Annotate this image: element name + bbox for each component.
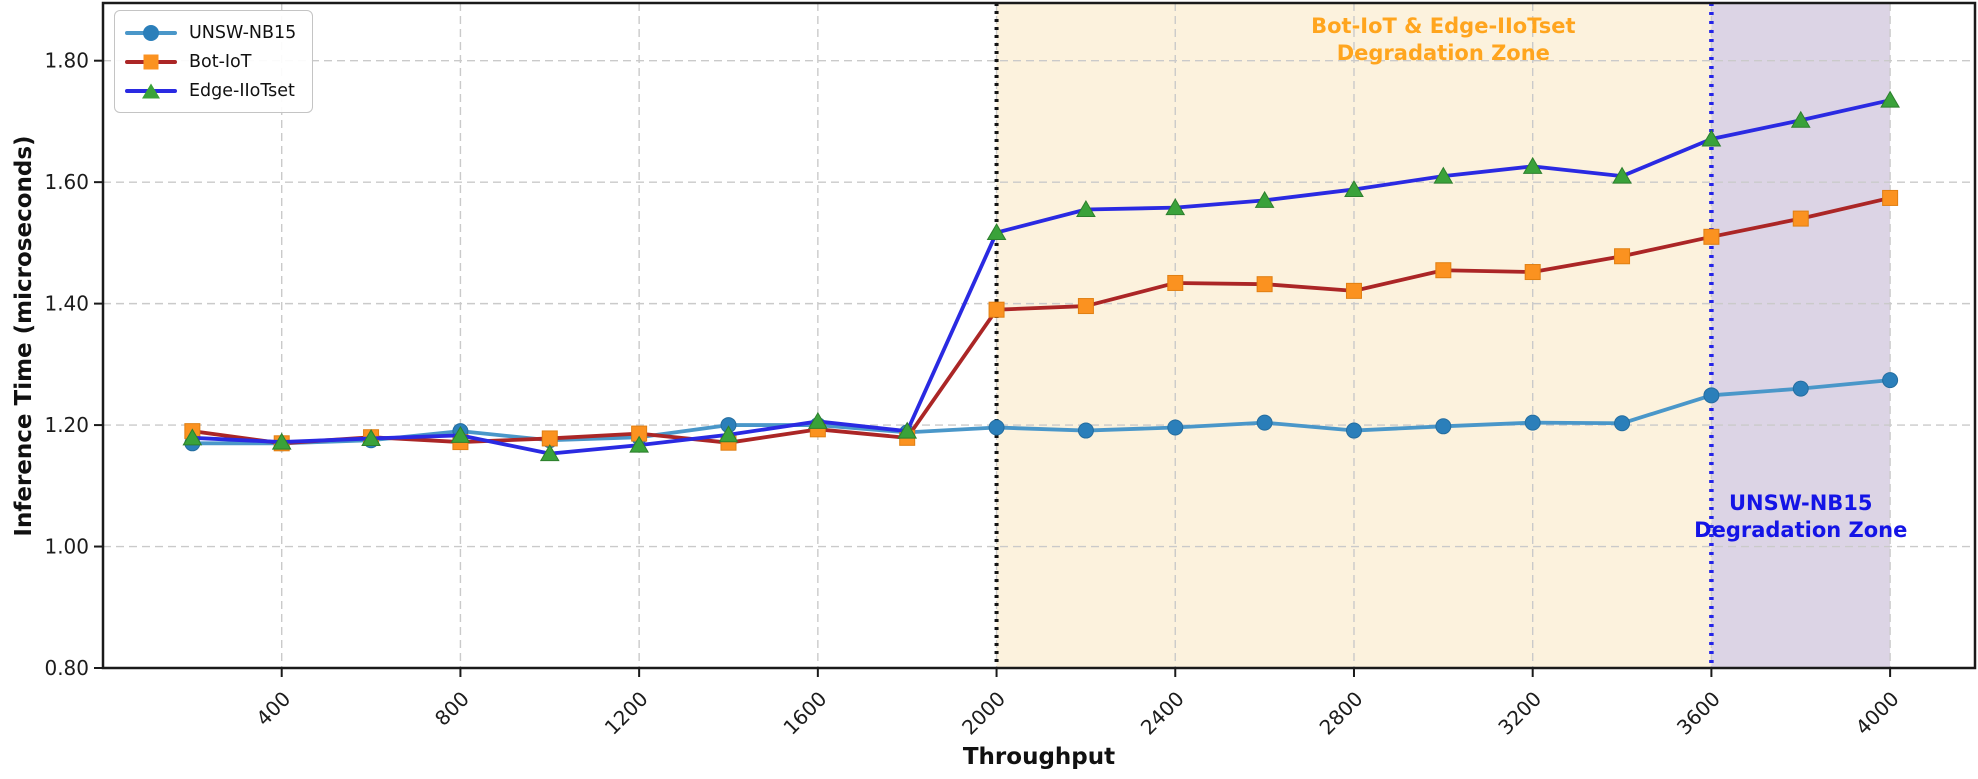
series-edge-iiotset bbox=[182, 90, 1900, 462]
legend-triangle-icon bbox=[142, 83, 160, 98]
data-point-square bbox=[1167, 274, 1184, 291]
zone-label-line: UNSW-NB15 bbox=[1729, 491, 1873, 515]
data-point-triangle bbox=[986, 223, 1007, 241]
zone-label-line: Degradation Zone bbox=[1694, 518, 1908, 542]
data-point-triangle bbox=[1076, 199, 1096, 217]
data-point-circle bbox=[1524, 414, 1541, 431]
data-point-square bbox=[1882, 189, 1899, 206]
y-axis-title: Inference Time (microseconds) bbox=[11, 135, 37, 537]
x-tick-label: 3600 bbox=[1672, 687, 1725, 740]
legend-label: Edge-IIoTset bbox=[189, 80, 295, 101]
y-tick-label: 1.60 bbox=[44, 170, 89, 194]
y-tick-label: 1.80 bbox=[44, 49, 89, 73]
data-point-square bbox=[1435, 262, 1452, 279]
data-point-triangle bbox=[1522, 156, 1543, 174]
data-point-circle bbox=[1077, 422, 1094, 439]
zone-label-bot-edge-degradation: Bot-IoT & Edge-IIoTset Degradation Zone bbox=[1311, 13, 1575, 67]
data-point-triangle bbox=[271, 432, 292, 450]
data-point-circle bbox=[988, 419, 1005, 436]
data-point-square bbox=[1792, 210, 1809, 227]
data-point-triangle bbox=[897, 421, 918, 439]
legend-label: Bot-IoT bbox=[189, 51, 252, 72]
x-tick-label: 800 bbox=[430, 687, 474, 731]
data-point-square bbox=[541, 430, 558, 447]
data-point-triangle bbox=[1701, 129, 1722, 147]
data-point-circle bbox=[1614, 415, 1631, 432]
plot-border bbox=[101, 1, 1977, 670]
x-tick-label: 2000 bbox=[957, 687, 1010, 740]
legend-entry-unsw: UNSW-NB15 bbox=[125, 18, 296, 47]
y-tick-label: 1.40 bbox=[44, 292, 89, 316]
legend-circle-marker-sample bbox=[125, 24, 177, 42]
x-tick-label: 1600 bbox=[778, 687, 831, 740]
legend-label: UNSW-NB15 bbox=[189, 22, 297, 43]
degradation-zones bbox=[996, 3, 1891, 668]
legend-entry-bot-iot: Bot-IoT bbox=[125, 47, 296, 76]
data-point-triangle bbox=[1790, 110, 1811, 128]
data-point-square bbox=[1614, 248, 1631, 265]
data-point-triangle bbox=[1165, 198, 1186, 216]
legend: UNSW-NB15 Bot-IoT Edge-IIoTset bbox=[114, 10, 314, 113]
x-tick-label: 2800 bbox=[1315, 687, 1368, 740]
data-point-square bbox=[988, 301, 1005, 318]
data-point-circle bbox=[1703, 387, 1720, 404]
data-point-triangle bbox=[1612, 166, 1632, 184]
data-point-triangle bbox=[361, 428, 381, 446]
data-point-square bbox=[1077, 298, 1094, 315]
data-point-triangle bbox=[1880, 90, 1900, 108]
y-tick-label: 1.20 bbox=[44, 413, 89, 437]
threshold-lines bbox=[994, 3, 1714, 668]
x-tick-label: 1200 bbox=[600, 687, 653, 740]
x-tick-label: 3200 bbox=[1493, 687, 1546, 740]
data-point-triangle bbox=[1433, 166, 1454, 184]
data-point-triangle bbox=[1344, 179, 1364, 197]
x-tick-label: 400 bbox=[251, 687, 295, 731]
data-point-triangle bbox=[807, 411, 828, 429]
data-point-circle bbox=[1256, 414, 1273, 431]
data-point-triangle bbox=[539, 444, 560, 462]
data-point-triangle bbox=[1254, 190, 1275, 208]
data-point-circle bbox=[1792, 380, 1809, 397]
x-tick-label: 2400 bbox=[1136, 687, 1189, 740]
data-point-circle bbox=[1345, 422, 1362, 439]
legend-square-icon bbox=[143, 54, 159, 69]
data-point-square bbox=[1703, 228, 1720, 245]
data-point-triangle bbox=[629, 435, 650, 453]
legend-circle-icon bbox=[143, 24, 159, 41]
data-point-circle bbox=[1435, 418, 1452, 435]
data-point-square bbox=[1524, 264, 1541, 281]
x-axis-title: Throughput bbox=[962, 744, 1116, 770]
data-point-triangle bbox=[718, 425, 739, 443]
y-tick-label: 0.80 bbox=[44, 656, 89, 680]
data-point-circle bbox=[1167, 419, 1184, 436]
data-point-circle bbox=[1882, 372, 1899, 389]
zone-label-unsw-degradation: UNSW-NB15 Degradation Zone bbox=[1694, 490, 1907, 544]
data-point-triangle bbox=[182, 428, 203, 446]
legend-entry-edge-iiotset: Edge-IIoTset bbox=[125, 76, 296, 105]
data-point-square bbox=[1256, 276, 1273, 293]
zone-label-line: Bot-IoT & Edge-IIoTset bbox=[1311, 14, 1576, 38]
y-tick-label: 1.00 bbox=[44, 535, 89, 559]
zone-label-line: Degradation Zone bbox=[1336, 41, 1550, 65]
data-point-triangle bbox=[450, 425, 471, 443]
data-point-square bbox=[1345, 282, 1362, 299]
legend-square-marker-sample bbox=[125, 53, 177, 71]
x-tick-label: 4000 bbox=[1851, 687, 1904, 740]
legend-triangle-marker-sample bbox=[125, 82, 177, 100]
